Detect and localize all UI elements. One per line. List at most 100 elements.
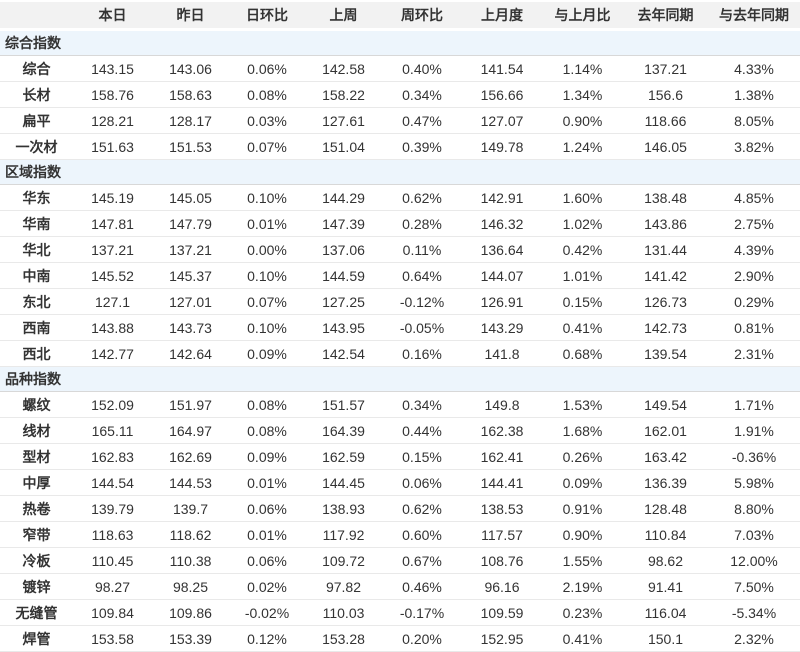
percent-cell: 0.20%	[382, 625, 462, 652]
value-cell: 145.37	[152, 262, 229, 289]
percent-cell: 2.19%	[542, 573, 623, 600]
value-cell: 110.03	[305, 599, 382, 626]
value-cell: 158.63	[152, 81, 229, 108]
table-row: 螺纹 152.09 151.97 0.08% 151.57 0.34% 149.8 1.53%…	[0, 391, 800, 418]
percent-cell: -0.02%	[229, 599, 305, 626]
percent-cell: 0.06%	[229, 495, 305, 522]
value-cell: 146.05	[623, 133, 708, 160]
percent-cell: -0.12%	[382, 288, 462, 315]
value-cell: 118.66	[623, 107, 708, 134]
percent-cell: 0.39%	[382, 133, 462, 160]
percent-cell: 0.28%	[382, 210, 462, 237]
row-label: 中厚	[0, 469, 73, 496]
percent-cell: 0.42%	[542, 236, 623, 263]
percent-cell: 1.38%	[708, 81, 800, 108]
percent-cell: 0.10%	[229, 314, 305, 341]
value-cell: 127.07	[462, 107, 542, 134]
header-cell-9: 与去年同期	[708, 2, 800, 31]
value-cell: 142.64	[152, 340, 229, 367]
value-cell: 117.57	[462, 521, 542, 548]
percent-cell: 12.00%	[708, 547, 800, 574]
value-cell: 137.21	[152, 236, 229, 263]
value-cell: 96.16	[462, 573, 542, 600]
percent-cell: 0.08%	[229, 417, 305, 444]
value-cell: 137.21	[73, 236, 152, 263]
percent-cell: 0.09%	[229, 443, 305, 470]
value-cell: 97.82	[305, 573, 382, 600]
value-cell: 163.42	[623, 443, 708, 470]
value-cell: 109.86	[152, 599, 229, 626]
table-row: 西北 142.77 142.64 0.09% 142.54 0.16% 141.8 0.68%…	[0, 340, 800, 367]
value-cell: 149.78	[462, 133, 542, 160]
table-row: 无缝管 109.84 109.86 -0.02% 110.03 -0.17% 109.59 0…	[0, 599, 800, 626]
value-cell: 144.53	[152, 469, 229, 496]
table-row: 冷板 110.45 110.38 0.06% 109.72 0.67% 108.76 1.55…	[0, 547, 800, 574]
percent-cell: 1.01%	[542, 262, 623, 289]
percent-cell: 0.07%	[229, 288, 305, 315]
header-cell-1: 本日	[73, 2, 152, 31]
value-cell: 139.54	[623, 340, 708, 367]
value-cell: 147.39	[305, 210, 382, 237]
value-cell: 91.41	[623, 573, 708, 600]
row-label: 长材	[0, 81, 73, 108]
value-cell: 138.53	[462, 495, 542, 522]
row-label: 一次材	[0, 133, 73, 160]
value-cell: 141.54	[462, 55, 542, 82]
value-cell: 144.29	[305, 184, 382, 211]
row-label: 华北	[0, 236, 73, 263]
table-row: 中厚 144.54 144.53 0.01% 144.45 0.06% 144.41 0.09…	[0, 469, 800, 496]
percent-cell: 0.34%	[382, 391, 462, 418]
percent-cell: 0.00%	[229, 236, 305, 263]
percent-cell: 0.67%	[382, 547, 462, 574]
value-cell: 108.76	[462, 547, 542, 574]
percent-cell: 0.06%	[229, 547, 305, 574]
value-cell: 109.72	[305, 547, 382, 574]
value-cell: 143.88	[73, 314, 152, 341]
percent-cell: 0.40%	[382, 55, 462, 82]
value-cell: 141.42	[623, 262, 708, 289]
row-label: 综合	[0, 55, 73, 82]
percent-cell: 7.03%	[708, 521, 800, 548]
value-cell: 98.25	[152, 573, 229, 600]
value-cell: 144.59	[305, 262, 382, 289]
percent-cell: 1.60%	[542, 184, 623, 211]
value-cell: 162.01	[623, 417, 708, 444]
value-cell: 131.44	[623, 236, 708, 263]
value-cell: 142.73	[623, 314, 708, 341]
row-label: 中南	[0, 262, 73, 289]
percent-cell: 5.98%	[708, 469, 800, 496]
value-cell: 141.8	[462, 340, 542, 367]
value-cell: 143.29	[462, 314, 542, 341]
percent-cell: -5.34%	[708, 599, 800, 626]
percent-cell: 0.03%	[229, 107, 305, 134]
percent-cell: 0.16%	[382, 340, 462, 367]
row-label: 华南	[0, 210, 73, 237]
percent-cell: 0.34%	[382, 81, 462, 108]
value-cell: 162.41	[462, 443, 542, 470]
percent-cell: 1.53%	[542, 391, 623, 418]
value-cell: 138.93	[305, 495, 382, 522]
value-cell: 151.97	[152, 391, 229, 418]
header-cell-2: 昨日	[152, 2, 229, 31]
header-row: 本日 昨日 日环比 上周 周环比 上月度 与上月比 去年同期 与去年同期	[0, 2, 800, 31]
row-label: 螺纹	[0, 391, 73, 418]
value-cell: 143.15	[73, 55, 152, 82]
value-cell: 144.45	[305, 469, 382, 496]
value-cell: 128.17	[152, 107, 229, 134]
value-cell: 126.91	[462, 288, 542, 315]
value-cell: 145.52	[73, 262, 152, 289]
percent-cell: 0.06%	[382, 469, 462, 496]
percent-cell: 0.23%	[542, 599, 623, 626]
section-label: 综合指数	[0, 29, 800, 56]
value-cell: 151.63	[73, 133, 152, 160]
percent-cell: -0.36%	[708, 443, 800, 470]
percent-cell: 1.91%	[708, 417, 800, 444]
row-label: 型材	[0, 443, 73, 470]
value-cell: 144.41	[462, 469, 542, 496]
value-cell: 127.1	[73, 288, 152, 315]
value-cell: 142.54	[305, 340, 382, 367]
table-row: 扁平 128.21 128.17 0.03% 127.61 0.47% 127.07 0.90…	[0, 107, 800, 134]
percent-cell: 2.32%	[708, 625, 800, 652]
value-cell: 162.69	[152, 443, 229, 470]
